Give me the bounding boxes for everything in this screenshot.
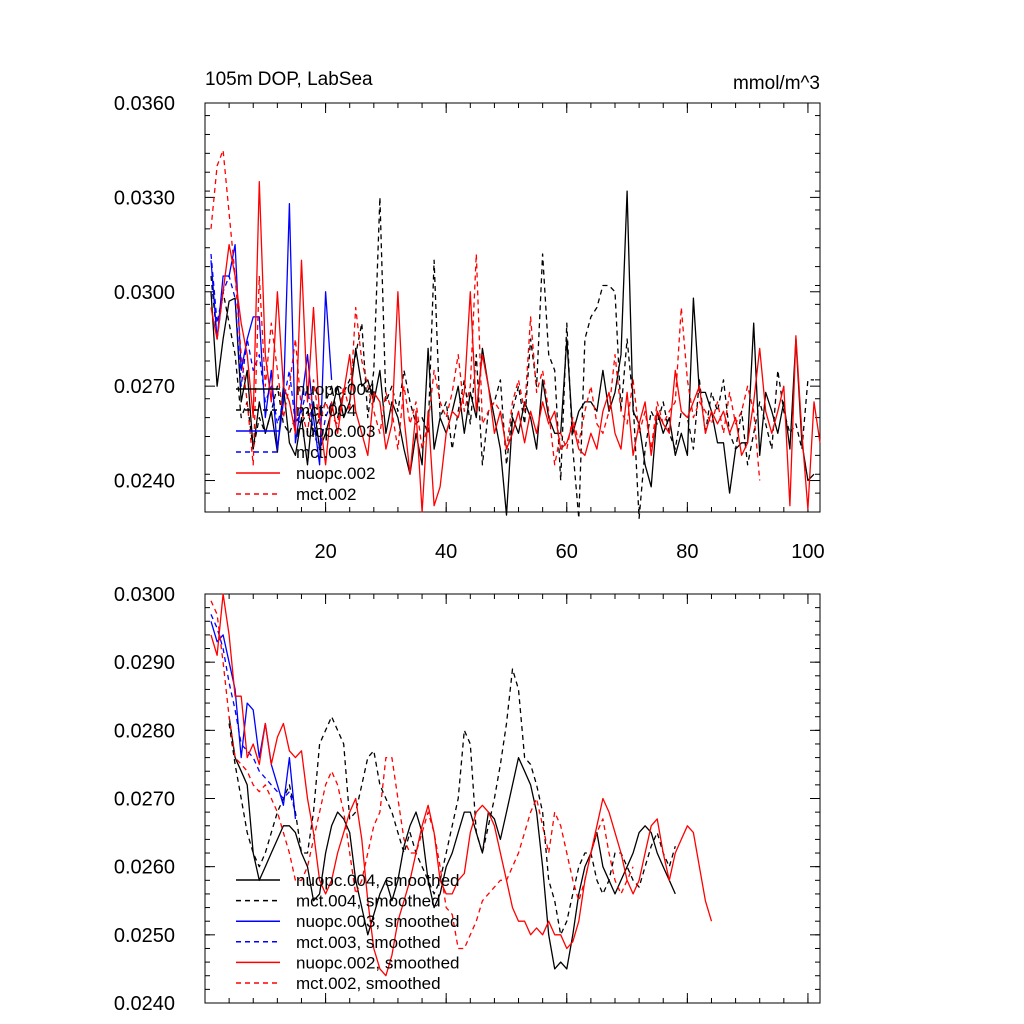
legend-label: nuopc.002 — [296, 464, 375, 483]
y-tick-label: 0.0270 — [114, 376, 175, 398]
y-tick-label: 0.0360 — [114, 93, 175, 115]
y-tick-label: 0.0240 — [114, 471, 175, 493]
top-panel: 0.0240 0.0270 0.0300 0.0330 0.0360 20 40 60 80 10… — [114, 69, 825, 563]
legend-label: mct.004 — [296, 401, 356, 420]
legend-label: mct.004, smoothed — [296, 892, 441, 911]
y-tick-label: 0.0270 — [114, 789, 175, 811]
x-tick-label: 100 — [791, 541, 824, 563]
chart-units: mmol/m^3 — [733, 73, 820, 94]
bottom-panel: 0.0240 0.0250 0.0260 0.0270 0.0280 0.0290 0.03… — [114, 584, 821, 1015]
x-tick-label: 40 — [435, 541, 457, 563]
legend-label: nuopc.003, smoothed — [296, 912, 460, 931]
x-tick-label: 60 — [556, 541, 578, 563]
legend-label: nuopc.004, smoothed — [296, 871, 460, 890]
plot-frame — [204, 102, 821, 513]
chart-title: 105m DOP, LabSea — [205, 69, 373, 90]
y-tick-label: 0.0290 — [114, 652, 175, 674]
series-line-nuopc-003-smoothed — [210, 621, 297, 819]
series-line-mct-004 — [210, 196, 814, 519]
series-line-mct-002-smoothed — [210, 600, 634, 950]
legend-label: mct.002 — [296, 485, 356, 504]
legend-label: nuopc.002, smoothed — [296, 953, 460, 972]
legend-label: mct.003, smoothed — [296, 933, 441, 952]
legend-label: nuopc.004 — [296, 380, 375, 399]
y-tick-label: 0.0280 — [114, 720, 175, 742]
legend-label: nuopc.003 — [296, 422, 375, 441]
y-tick-label: 0.0260 — [114, 857, 175, 879]
x-tick-label: 20 — [314, 541, 336, 563]
series-line-mct-003-smoothed — [210, 614, 297, 813]
y-tick-label: 0.0240 — [114, 993, 175, 1015]
series-line-nuopc-004 — [210, 190, 815, 516]
x-tick-label: 80 — [676, 541, 698, 563]
legend-label: mct.002, smoothed — [296, 974, 441, 993]
series-line-mct-002 — [210, 149, 761, 481]
series-line-nuopc-004-smoothed — [228, 716, 676, 970]
legend-label: mct.003 — [296, 443, 356, 462]
y-tick-label: 0.0300 — [114, 282, 175, 304]
series-line-nuopc-002 — [210, 181, 821, 513]
y-tick-label: 0.0300 — [114, 584, 175, 606]
series-line-nuopc-002-smoothed — [210, 593, 713, 977]
y-tick-label: 0.0330 — [114, 187, 175, 209]
series-line-mct-004-smoothed — [228, 668, 676, 936]
series-line-mct-003 — [210, 253, 333, 450]
y-tick-label: 0.0250 — [114, 925, 175, 947]
